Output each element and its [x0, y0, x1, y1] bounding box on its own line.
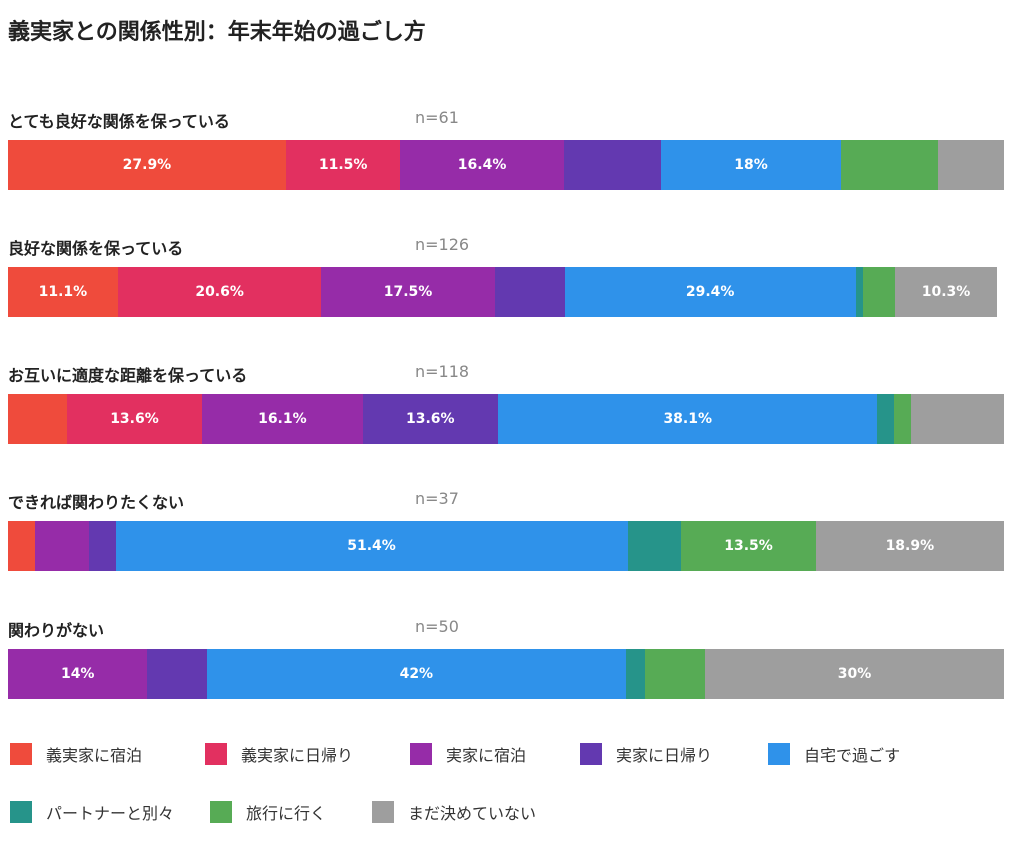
sample-size: n=126	[415, 235, 470, 254]
stacked-bar: 14% 42% 30%	[8, 649, 1004, 699]
bar-segment	[863, 267, 896, 317]
legend-label: 実家に日帰り	[616, 746, 713, 765]
bar-segment: 18.9%	[815, 521, 1004, 571]
bar-segment	[563, 140, 662, 190]
stacked-bar: 51.4% 13.5% 18.9%	[8, 521, 1004, 571]
stacked-bar: 11.1% 20.6% 17.5% 29.4% 10.3%	[8, 267, 997, 317]
legend-swatch	[210, 801, 232, 823]
legend-item: 自宅で過ごす	[768, 742, 900, 766]
legend-label: 実家に宿泊	[446, 746, 527, 765]
bar-segment: 11.1%	[8, 267, 118, 317]
legend-item: パートナーと別々	[10, 800, 174, 824]
bar-segment	[877, 394, 895, 444]
bar-segment: 14%	[8, 649, 148, 699]
legend-swatch	[410, 743, 432, 765]
bar-segment: 16.1%	[202, 394, 363, 444]
bar-segment	[911, 394, 1004, 444]
legend-item: まだ決めていない	[372, 800, 536, 824]
bar-segment: 27.9%	[8, 140, 286, 190]
sample-size: n=61	[415, 108, 459, 127]
bar-segment	[645, 649, 706, 699]
bar-segment: 30%	[705, 649, 1004, 699]
sample-size: n=118	[415, 362, 470, 381]
row-label: 良好な関係を保っている	[8, 239, 184, 258]
bar-segment: 18%	[661, 140, 841, 190]
chart-title: 義実家との関係性別：年末年始の過ごし方	[8, 20, 426, 45]
bar-segment	[147, 649, 208, 699]
legend-label: 自宅で過ごす	[804, 746, 901, 765]
bar-segment	[894, 394, 912, 444]
bar-segment: 42%	[207, 649, 626, 699]
legend-item: 義実家に日帰り	[205, 742, 353, 766]
bar-segment: 38.1%	[498, 394, 878, 444]
legend-label: パートナーと別々	[46, 804, 175, 823]
legend-swatch	[205, 743, 227, 765]
sample-size: n=37	[415, 489, 459, 508]
legend-item: 旅行に行く	[210, 800, 326, 824]
bar-segment: 13.6%	[66, 394, 203, 444]
bar-segment	[88, 521, 116, 571]
legend-label: 義実家に日帰り	[241, 746, 354, 765]
legend-item: 実家に日帰り	[580, 742, 712, 766]
legend-swatch	[10, 801, 32, 823]
row-label: 関わりがない	[8, 621, 105, 640]
legend-label: 旅行に行く	[246, 804, 327, 823]
bar-segment: 11.5%	[285, 140, 401, 190]
bar-segment: 51.4%	[115, 521, 628, 571]
bar-segment	[8, 394, 67, 444]
row-label: できれば関わりたくない	[8, 493, 185, 512]
stacked-bar: 27.9% 11.5% 16.4% 18%	[8, 140, 1004, 190]
row-label: とても良好な関係を保っている	[8, 112, 230, 131]
bar-segment	[625, 649, 646, 699]
bar-segment	[627, 521, 682, 571]
bar-segment: 29.4%	[564, 267, 856, 317]
legend-label: 義実家に宿泊	[46, 746, 143, 765]
legend-swatch	[372, 801, 394, 823]
bar-segment	[938, 140, 1004, 190]
bar-segment	[855, 267, 864, 317]
legend-swatch	[768, 743, 790, 765]
bar-segment: 17.5%	[321, 267, 495, 317]
legend-swatch	[10, 743, 32, 765]
bar-segment: 16.4%	[400, 140, 564, 190]
row-label: お互いに適度な距離を保っている	[8, 366, 248, 385]
bar-segment	[34, 521, 89, 571]
bar-segment	[8, 521, 35, 571]
stacked-bar: 13.6% 16.1% 13.6% 38.1%	[8, 394, 1004, 444]
bar-segment	[494, 267, 565, 317]
legend-swatch	[580, 743, 602, 765]
legend-item: 義実家に宿泊	[10, 742, 142, 766]
bar-segment	[840, 140, 939, 190]
sample-size: n=50	[415, 617, 459, 636]
bar-segment: 13.6%	[362, 394, 498, 444]
bar-segment: 20.6%	[117, 267, 322, 317]
bar-segment: 13.5%	[681, 521, 816, 571]
bar-segment: 10.3%	[895, 267, 997, 317]
legend-item: 実家に宿泊	[410, 742, 526, 766]
legend-label: まだ決めていない	[408, 804, 537, 823]
